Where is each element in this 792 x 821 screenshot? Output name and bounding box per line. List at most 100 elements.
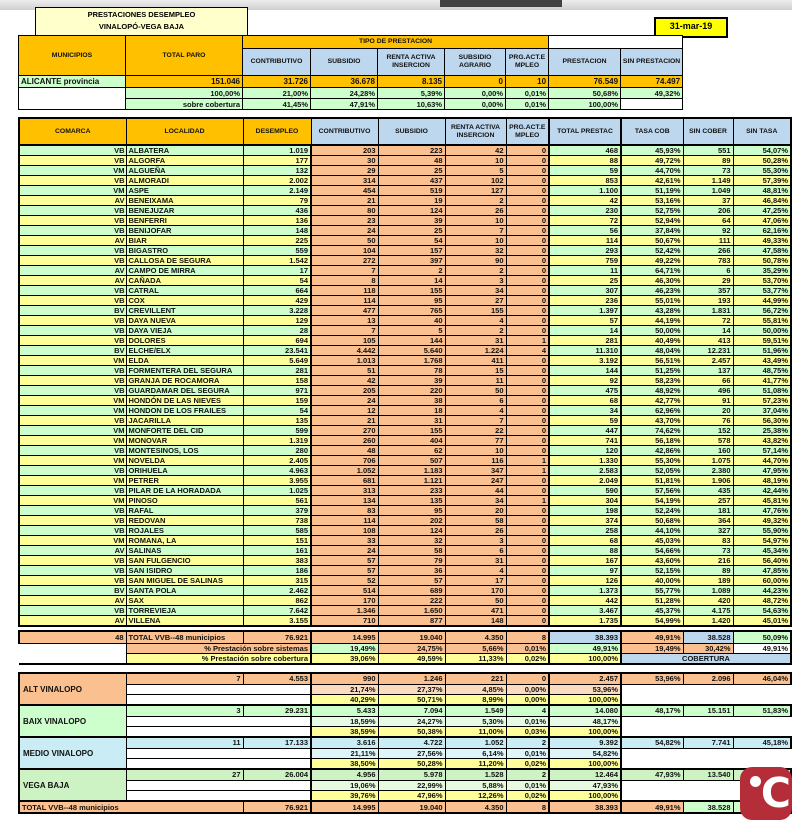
- summary-cell: 40,29%: [310, 693, 379, 706]
- summary-cell: 17.133: [242, 736, 312, 749]
- summary-cell: 7.741: [682, 736, 734, 749]
- municipality-row: VB BENFERRI 136 23 39 10 0 72 52,94% 64 47,06%: [18, 215, 792, 226]
- logo-dot-icon: [750, 776, 761, 787]
- renta-cell: 6: [444, 395, 507, 406]
- data-cell: 0,01%: [504, 87, 550, 99]
- empty-cell: [18, 98, 126, 110]
- summary-cell: 0,00%: [505, 693, 550, 706]
- data-cell: 14.995: [310, 800, 379, 814]
- sin-tasa-cell: 47,85%: [732, 565, 792, 576]
- subsidio-cell: 62: [377, 445, 446, 456]
- tasa-cob-cell: 52,24%: [620, 505, 684, 516]
- summary-cell: 7: [125, 672, 244, 685]
- subsidio-cell: 31: [377, 415, 446, 426]
- contributivo-cell: 203: [310, 144, 379, 156]
- comarca-pct-row: 39,76% 47,96% 12,26% 0,02% 100,00%: [19, 789, 791, 802]
- empty-cell: [621, 748, 791, 758]
- municipality-row: VM PETRER 3.955 681 1.121 247 0 2.049 51,81% 1.90…: [18, 475, 792, 486]
- prg-cell: 0: [505, 355, 550, 366]
- desempleo-cell: 971: [242, 385, 312, 396]
- prg-cell: 0: [505, 435, 550, 446]
- prg-cell: 0: [505, 185, 550, 196]
- header-spacer: [620, 35, 683, 49]
- prg-cell: 0: [505, 265, 550, 276]
- comarca-code-cell: VM: [18, 425, 127, 436]
- locality-cell: DOLORES: [125, 335, 244, 346]
- sin-cober-cell: 37: [682, 195, 734, 206]
- locality-cell: CREVILLENT: [125, 305, 244, 316]
- empty-cell: [125, 789, 312, 802]
- summary-cell: 50,28%: [377, 757, 446, 770]
- summary-cell: 22,99%: [377, 779, 446, 791]
- sin-tasa-cell: 44,70%: [732, 455, 792, 466]
- prg-cell: 0: [505, 205, 550, 216]
- empty-cell: [621, 716, 791, 726]
- total-prestac-cell: 1.330: [548, 455, 622, 466]
- comarca-code-cell: VB: [18, 485, 127, 496]
- sin-tasa-cell: 46,84%: [732, 195, 792, 206]
- desempleo-cell: 379: [242, 505, 312, 516]
- total-prestac-cell: 236: [548, 295, 622, 306]
- municipality-row: VB DAYA VIEJA 28 7 5 2 0 14 50,00% 14 50,00%: [18, 325, 792, 336]
- total-prestac-cell: 741: [548, 435, 622, 446]
- sin-tasa-cell: 45,81%: [732, 495, 792, 506]
- subsidio-cell: 95: [377, 295, 446, 306]
- contributivo-cell: 205: [310, 385, 379, 396]
- data-cell: 5,66%: [444, 642, 507, 654]
- municipality-row: AV BENEIXAMA 79 21 19 2 0 42 53,16% 37 46,84%: [18, 195, 792, 206]
- renta-cell: 17: [444, 575, 507, 586]
- comarca-code-cell: VB: [18, 245, 127, 256]
- tasa-cob-cell: 42,77%: [620, 395, 684, 406]
- summary-cell: 5,30%: [444, 715, 507, 727]
- header-total-prestac: TOTAL PRESTAC: [548, 117, 622, 146]
- tasa-cob-cell: 52,75%: [620, 205, 684, 216]
- sin-tasa-cell: 35,29%: [732, 265, 792, 276]
- contributivo-cell: 313: [310, 485, 379, 496]
- subsidio-cell: 765: [377, 305, 446, 316]
- empty-cell: [621, 726, 791, 737]
- tasa-cob-cell: 46,23%: [620, 285, 684, 296]
- contributivo-cell: 8: [310, 275, 379, 286]
- tasa-cob-cell: 43,60%: [620, 555, 684, 566]
- summary-cell: 100,00%: [548, 693, 622, 706]
- total-prestac-cell: 475: [548, 385, 622, 396]
- comarca-label: ALT VINALOPO: [18, 672, 127, 706]
- summary-cell: 11: [125, 736, 244, 749]
- prg-cell: 0: [505, 395, 550, 406]
- municipality-row: VM ROMANA, LA 151 33 32 3 0 68 45,03% 83 54,97%: [18, 535, 792, 546]
- data-cell: 76.549: [548, 75, 622, 88]
- header-spacer: [548, 35, 621, 49]
- total-prestac-cell: 59: [548, 165, 622, 176]
- contributivo-cell: 118: [310, 285, 379, 296]
- comarca-pct-row: 40,29% 50,71% 8,99% 0,00% 100,00%: [19, 693, 791, 706]
- total-prestac-cell: 590: [548, 485, 622, 496]
- desempleo-cell: 23.541: [242, 345, 312, 356]
- sin-tasa-cell: 45,01%: [732, 615, 792, 627]
- comarca-code-cell: AV: [18, 615, 127, 627]
- desempleo-cell: 429: [242, 295, 312, 306]
- total-prestac-cell: 25: [548, 275, 622, 286]
- subsidio-cell: 507: [377, 455, 446, 466]
- header-sin-cober: SIN COBER: [682, 117, 734, 146]
- sin-tasa-cell: 60,00%: [732, 575, 792, 586]
- desempleo-cell: 136: [242, 215, 312, 226]
- data-cell: 50,68%: [548, 87, 622, 99]
- sin-cober-cell: 496: [682, 385, 734, 396]
- sin-tasa-cell: 48,75%: [732, 365, 792, 376]
- summary-cell: 13.540: [682, 768, 734, 781]
- subsidio-cell: 36: [377, 565, 446, 576]
- summary-cell: 46,04%: [732, 672, 792, 685]
- summary-cell: 2.096: [682, 672, 734, 685]
- desempleo-cell: 561: [242, 495, 312, 506]
- data-cell: 19,49%: [310, 642, 379, 654]
- tasa-cob-cell: 42,61%: [620, 175, 684, 186]
- header-municipios: MUNICIPIOS: [18, 35, 126, 76]
- renta-cell: 7: [444, 415, 507, 426]
- locality-cell: ELDA: [125, 355, 244, 366]
- summary-cell: 5.433: [310, 704, 379, 717]
- subsidio-cell: 79: [377, 555, 446, 566]
- comarca-code-cell: VB: [18, 525, 127, 536]
- locality-cell: ROMANA, LA: [125, 535, 244, 546]
- municipality-row: AV VILLENA 3.155 710 877 148 0 1.735 54,99% 1.420…: [18, 615, 792, 627]
- comarca-code-cell: VM: [18, 165, 127, 176]
